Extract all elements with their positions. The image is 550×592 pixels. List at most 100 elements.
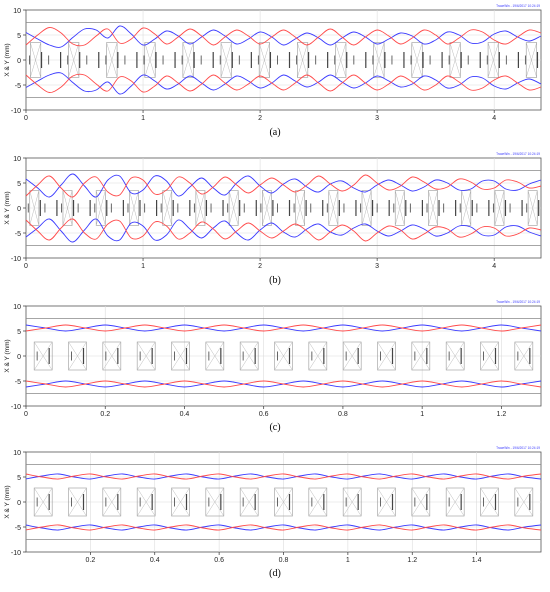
panel-a: -10 -5 0 5 10 0 1 2 3 4 X & Y (mm) TraceWin - 19/6/…: [0, 0, 550, 150]
x-tick-label: 1.4: [472, 557, 482, 564]
element-box-diagonal: [30, 42, 42, 78]
element-box: [514, 341, 534, 371]
element-box-diagonal: [106, 42, 118, 78]
element-box: [297, 42, 309, 78]
element-box-diagonal: [274, 341, 293, 371]
x-tick-label: 0.6: [259, 411, 269, 418]
element-box: [220, 42, 232, 78]
tracewin-stamp: TraceWin - 19/6/2017 10:24:19: [496, 300, 540, 304]
x-tick-label: 0.6: [214, 557, 224, 564]
element-box: [480, 487, 499, 517]
series-1-lower-line: [25, 73, 542, 93]
element-box: [480, 341, 499, 371]
chart-b: -10 -5 0 5 10 0 1 2 3 4 X & Y (mm) TraceWin - 19/6/…: [4, 152, 542, 270]
element-box-diagonal: [377, 341, 396, 371]
series-1-lower-line: [25, 524, 542, 531]
series-1-upper-line: [25, 174, 542, 198]
element-box: [308, 487, 328, 517]
panel-d: -10 -5 0 5 10 0.2 0.4 0.6 0.8 1 1.2 1.4 X & Y (mm) Tr…: [0, 442, 550, 592]
panel-b: -10 -5 0 5 10 0 1 2 3 4 X & Y (mm) TraceWin - 19/6/…: [0, 148, 550, 298]
y-axis-label: X & Y (mm): [4, 43, 11, 76]
element-box-diagonal: [171, 487, 190, 517]
y-tick-label: -5: [15, 231, 21, 238]
element-box: [68, 42, 80, 78]
y-tick-label: -5: [15, 525, 21, 532]
element-box: [136, 341, 156, 371]
series-0-lower-line: [25, 524, 542, 531]
element-box: [136, 487, 156, 517]
y-tick-label: 10: [13, 8, 21, 15]
tracewin-stamp: TraceWin - 19/6/2017 10:24:19: [496, 152, 540, 156]
element-box: [205, 487, 225, 517]
element-box-diagonal: [136, 341, 156, 371]
chart-a: -10 -5 0 5 10 0 1 2 3 4 X & Y (mm) TraceWin - 19/6/…: [4, 4, 542, 122]
series-1-upper-line: [25, 324, 542, 332]
element-box-diagonal: [373, 42, 385, 78]
element-box: [68, 341, 87, 371]
x-tick-label: 3: [375, 115, 379, 122]
caption-b: (b): [269, 275, 281, 286]
element-box: [342, 341, 362, 371]
caption-d: (d): [269, 568, 281, 579]
y-tick-label: -10: [11, 550, 21, 557]
x-tick-label: 3: [375, 263, 379, 270]
element-box-diagonal: [205, 487, 225, 517]
element-box: [68, 487, 87, 517]
element-box-diagonal: [102, 487, 122, 517]
series-1-lower-line: [25, 218, 542, 242]
series-0-upper-line: [25, 25, 542, 48]
tracewin-stamp: TraceWin - 19/6/2017 10:24:19: [496, 446, 540, 450]
element-box: [373, 42, 385, 78]
x-tick-label: 1: [141, 263, 145, 270]
element-box-diagonal: [239, 341, 259, 371]
y-axis-label: X & Y (mm): [4, 191, 11, 224]
element-box-diagonal: [68, 42, 80, 78]
element-box-diagonal: [239, 487, 259, 517]
x-tick-label: 4: [492, 263, 496, 270]
x-tick-label: 0: [24, 263, 28, 270]
element-box-diagonal: [33, 341, 53, 371]
element-box: [525, 42, 538, 78]
y-tick-label: 10: [13, 450, 21, 457]
element-box: [342, 487, 362, 517]
element-box: [328, 190, 339, 226]
y-axis-label: X & Y (mm): [4, 339, 11, 372]
element-box-diagonal: [377, 487, 396, 517]
y-tick-label: 5: [17, 329, 21, 336]
element-box-diagonal: [342, 341, 362, 371]
element-box: [102, 341, 122, 371]
element-box-diagonal: [68, 341, 87, 371]
element-box-diagonal: [527, 190, 538, 226]
element-box-diagonal: [29, 190, 40, 226]
element-box-diagonal: [335, 42, 347, 78]
y-axis-label: X & Y (mm): [4, 485, 11, 518]
element-box-diagonal: [514, 487, 534, 517]
caption-a: (a): [269, 127, 281, 138]
element-box-diagonal: [308, 487, 328, 517]
element-box: [411, 341, 431, 371]
element-box: [29, 42, 42, 78]
element-box-diagonal: [33, 487, 53, 517]
element-box: [274, 487, 293, 517]
y-tick-label: 10: [13, 156, 21, 163]
element-box-diagonal: [449, 42, 461, 78]
element-box: [487, 42, 499, 78]
element-box-diagonal: [136, 487, 156, 517]
element-box-diagonal: [445, 341, 465, 371]
y-tick-label: 0: [17, 206, 21, 213]
x-tick-label: 1: [420, 411, 424, 418]
y-tick-label: 0: [17, 58, 21, 65]
series-0-lower-line: [25, 72, 542, 95]
element-box: [205, 341, 225, 371]
x-tick-label: 4: [492, 115, 496, 122]
element-box: [377, 341, 396, 371]
element-box-diagonal: [411, 487, 431, 517]
element-box-diagonal: [494, 190, 505, 226]
element-box-diagonal: [102, 341, 122, 371]
element-box: [129, 190, 139, 226]
x-tick-label: 1: [141, 115, 145, 122]
element-box: [514, 487, 534, 517]
series-0-upper-line: [25, 473, 542, 480]
element-box-diagonal: [295, 190, 305, 226]
element-box-diagonal: [171, 341, 190, 371]
